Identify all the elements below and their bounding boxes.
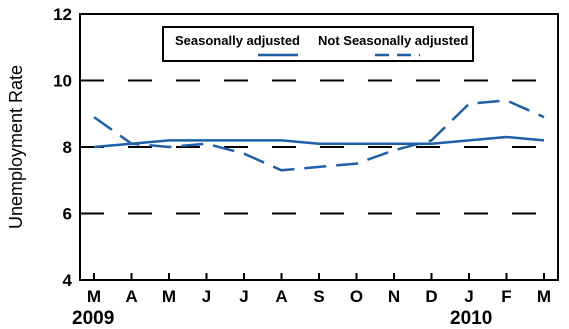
legend: Seasonally adjusted Not Seasonally adjus… (162, 26, 474, 62)
x-tick-label: M (87, 287, 101, 306)
year-label-2009: 2009 (72, 308, 114, 329)
y-tick-label: 6 (63, 205, 72, 224)
y-axis-ticks: 4 6 8 10 12 (53, 5, 86, 290)
year-label-2010: 2010 (450, 308, 492, 329)
legend-label-not-seasonally-adjusted: Not Seasonally adjusted (318, 33, 468, 48)
x-tick-label: M (162, 287, 176, 306)
x-tick-label: N (388, 287, 400, 306)
x-tick-label: J (239, 287, 248, 306)
x-tick-label: F (501, 287, 511, 306)
legend-label-seasonally-adjusted: Seasonally adjusted (175, 33, 300, 48)
legend-box (162, 26, 474, 62)
y-tick-label: 8 (63, 138, 72, 157)
x-tick-label: J (202, 287, 211, 306)
x-tick-label: O (350, 287, 363, 306)
series-line-not-seasonally-adjusted (93, 99, 545, 172)
series-line-seasonally-adjusted (93, 135, 545, 149)
x-tick-label: S (313, 287, 324, 306)
x-tick-label: M (537, 287, 551, 306)
x-tick-label: A (125, 287, 137, 306)
y-tick-label: 10 (53, 72, 72, 91)
y-axis-label: Unemployment Rate (6, 65, 26, 229)
x-tick-label: D (425, 287, 437, 306)
y-tick-label: 12 (53, 5, 72, 24)
series-lines (93, 99, 545, 172)
y-tick-label: 4 (63, 271, 73, 290)
gridlines (80, 79, 558, 215)
x-tick-label: J (464, 287, 473, 306)
x-tick-label: A (275, 287, 287, 306)
